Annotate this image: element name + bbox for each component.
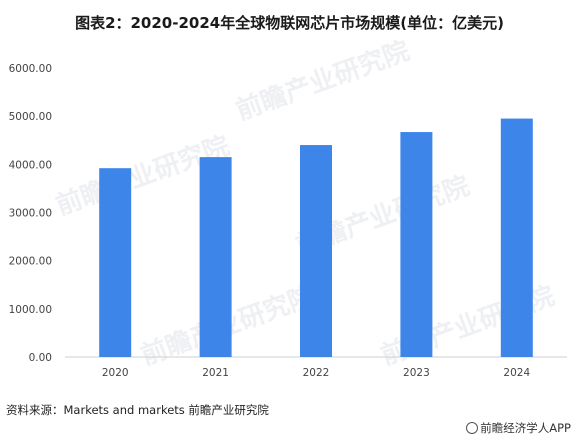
source-note: 资料来源：Markets and markets 前瞻产业研究院 xyxy=(6,403,269,417)
x-tick-label: 2020 xyxy=(102,367,129,379)
y-tick-label: 5000.00 xyxy=(9,111,52,123)
bars-group xyxy=(99,118,533,357)
y-tick-label: 3000.00 xyxy=(9,208,52,220)
watermark-text: 前瞻产业研究院 xyxy=(232,35,414,126)
y-tick-label: 6000.00 xyxy=(9,63,52,75)
x-tick-label: 2022 xyxy=(303,367,330,379)
bar-2023 xyxy=(400,132,433,357)
x-tick-label: 2024 xyxy=(503,367,530,379)
bar-2021 xyxy=(199,157,232,357)
x-tick-label: 2021 xyxy=(202,367,229,379)
brand-name: 前瞻经济学人APP xyxy=(480,421,571,435)
bar-2022 xyxy=(300,145,332,357)
y-axis: 0.00 1000.00 2000.00 3000.00 4000.00 5000.00 6… xyxy=(9,63,52,364)
bar-chart: 前瞻产业研究院前瞻产业研究院前瞻产业研究院前瞻产业研究院前瞻产业研究院 0.00… xyxy=(9,35,567,379)
brand-credit: 前瞻经济学人APP xyxy=(466,420,571,436)
brand-logo-icon xyxy=(466,422,479,434)
bar-2020 xyxy=(99,168,132,357)
y-tick-label: 2000.00 xyxy=(9,256,52,268)
y-tick-label: 0.00 xyxy=(29,352,52,364)
x-axis: 2020 2021 2022 2023 2024 xyxy=(102,367,531,379)
bar-2024 xyxy=(500,118,533,357)
chart-title: 图表2：2020-2024年全球物联网芯片市场规模(单位：亿美元) xyxy=(75,14,504,32)
x-tick-label: 2023 xyxy=(403,367,430,379)
y-tick-label: 1000.00 xyxy=(9,304,52,316)
y-tick-label: 4000.00 xyxy=(9,159,52,171)
